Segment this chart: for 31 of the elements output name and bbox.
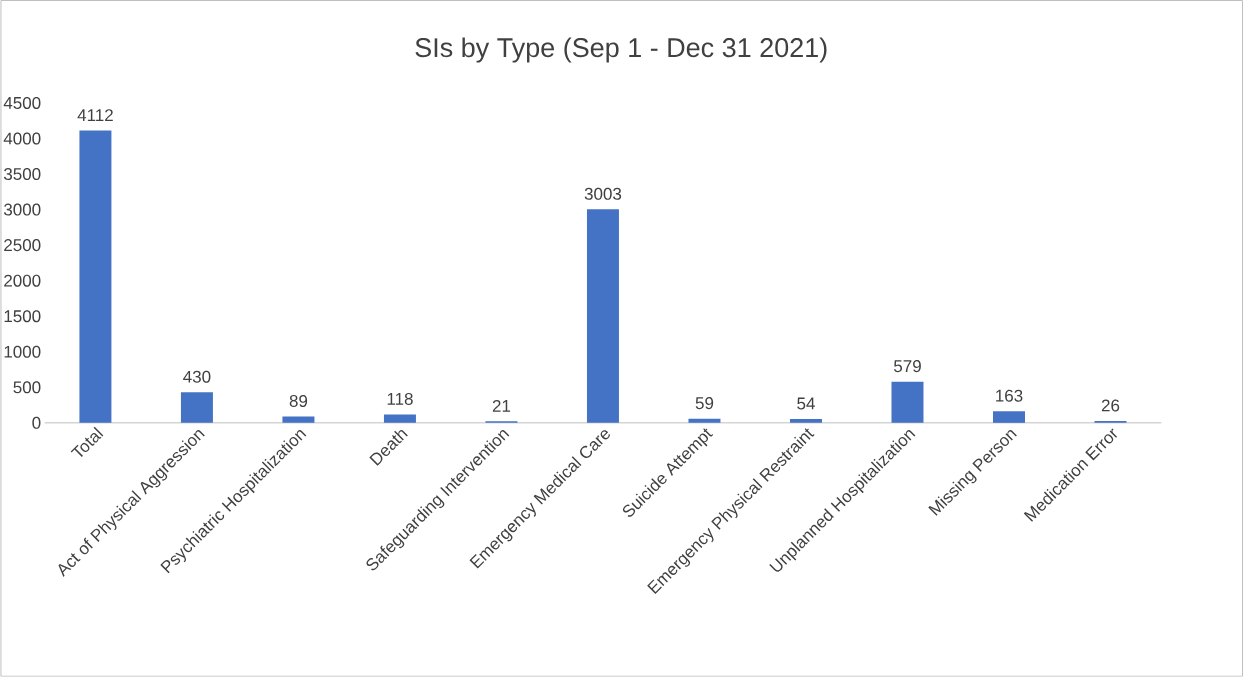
y-tick-label: 500 [13, 381, 41, 394]
bar [993, 411, 1025, 423]
y-tick-label: 2500 [4, 239, 41, 252]
bar [282, 416, 315, 423]
data-label: 89 [289, 395, 308, 408]
y-tick-label: 4500 [3, 97, 41, 110]
y-tick-label: 3000 [3, 203, 41, 216]
bar [586, 209, 619, 423]
data-label: 430 [183, 370, 211, 383]
data-label: 3003 [584, 187, 622, 200]
data-label: 118 [387, 393, 413, 406]
data-label: 54 [797, 397, 815, 410]
data-label: 4112 [77, 109, 113, 122]
data-label: 579 [893, 360, 921, 373]
data-label: 26 [1101, 399, 1120, 412]
y-tick-label: 0 [32, 416, 41, 429]
y-tick-label: 4000 [3, 132, 41, 145]
bar [180, 392, 213, 423]
y-tick-label: 2000 [4, 274, 41, 287]
y-tick-label: 3500 [3, 168, 41, 181]
y-tick-label: 1500 [4, 310, 41, 323]
bar [789, 419, 822, 423]
bar [891, 381, 924, 423]
chart-title: SIs by Type (Sep 1 - Dec 31 2021) [415, 37, 827, 63]
bar [383, 414, 416, 423]
bar [79, 130, 112, 423]
data-label: 21 [492, 400, 511, 412]
bar [688, 418, 721, 423]
data-label: 59 [695, 397, 714, 410]
data-label: 163 [996, 389, 1023, 402]
y-tick-label: 1000 [4, 345, 41, 358]
